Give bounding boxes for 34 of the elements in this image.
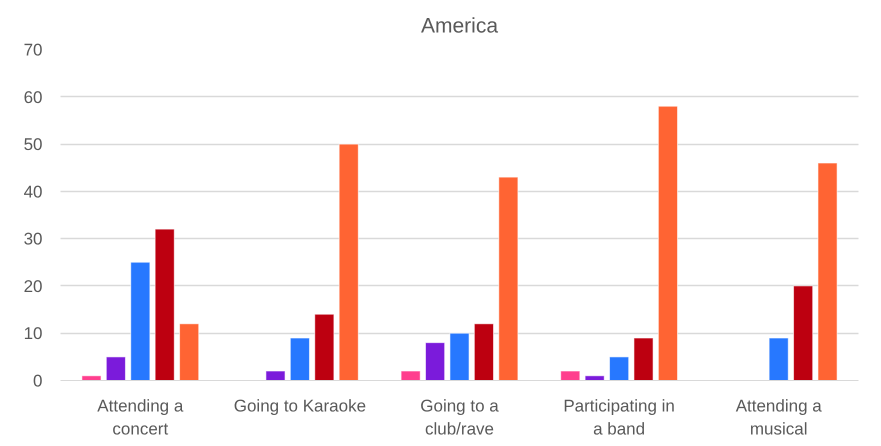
bar — [633, 337, 654, 380]
bar — [560, 370, 580, 380]
bar — [130, 262, 150, 380]
bar — [338, 144, 359, 380]
y-tick-label: 10 — [24, 324, 43, 344]
y-tick-label: 70 — [24, 40, 43, 60]
y-tick-label: 0 — [33, 372, 43, 390]
bar — [449, 332, 470, 380]
bar — [154, 228, 175, 380]
bar — [265, 370, 286, 380]
bar — [314, 314, 334, 380]
bar — [425, 342, 446, 380]
x-tick-label: Participating in a band — [563, 396, 675, 438]
bar — [793, 285, 814, 380]
y-tick-label: 30 — [24, 230, 43, 249]
y-tick-label: 20 — [24, 276, 43, 296]
x-tick-label: Going to a club/rave — [420, 396, 500, 438]
bar — [400, 370, 421, 380]
chart-title: America — [420, 14, 498, 38]
bar — [290, 337, 310, 380]
bar — [498, 176, 518, 380]
bar — [106, 356, 126, 380]
x-tick-label: Going to Karaoke — [234, 396, 366, 416]
x-tick-label: Attending a musical — [736, 396, 822, 438]
y-tick-label: 60 — [24, 88, 43, 107]
bar — [817, 162, 838, 380]
y-tick-label: 50 — [24, 135, 43, 154]
bar — [609, 356, 630, 380]
bar — [768, 337, 789, 380]
bar — [179, 323, 200, 380]
y-tick-label: 40 — [24, 182, 43, 202]
bar — [658, 106, 678, 380]
bar — [474, 323, 494, 380]
x-tick-label: Attending a concert — [97, 396, 184, 438]
